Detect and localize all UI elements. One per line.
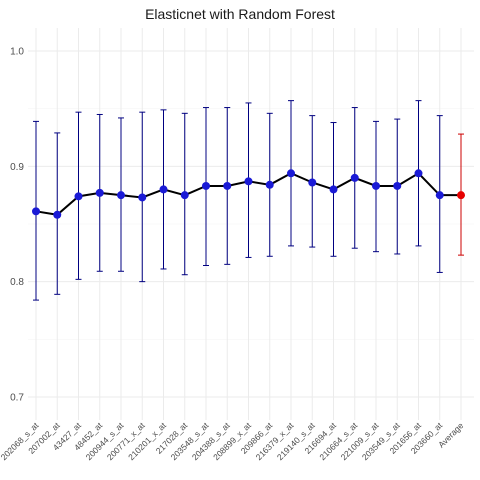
- y-tick-label: 1.0: [10, 47, 24, 58]
- data-point: [32, 207, 40, 215]
- data-point: [96, 189, 104, 197]
- data-point: [287, 169, 295, 177]
- data-point: [308, 178, 316, 186]
- average-point: [457, 191, 465, 199]
- data-point: [117, 191, 125, 199]
- data-point: [245, 177, 253, 185]
- data-point: [266, 181, 274, 189]
- data-point: [393, 182, 401, 190]
- data-point: [415, 169, 423, 177]
- y-tick-label: 0.9: [10, 162, 24, 173]
- data-point: [436, 191, 444, 199]
- data-point: [75, 192, 83, 200]
- data-point: [181, 191, 189, 199]
- data-point: [160, 185, 168, 193]
- y-tick-label: 0.8: [10, 277, 24, 288]
- data-point: [330, 185, 338, 193]
- data-point: [351, 174, 359, 182]
- data-point: [202, 182, 210, 190]
- data-point: [138, 193, 146, 201]
- y-tick-label: 0.7: [10, 392, 24, 403]
- data-point: [372, 182, 380, 190]
- data-point: [223, 182, 231, 190]
- data-point: [53, 211, 61, 219]
